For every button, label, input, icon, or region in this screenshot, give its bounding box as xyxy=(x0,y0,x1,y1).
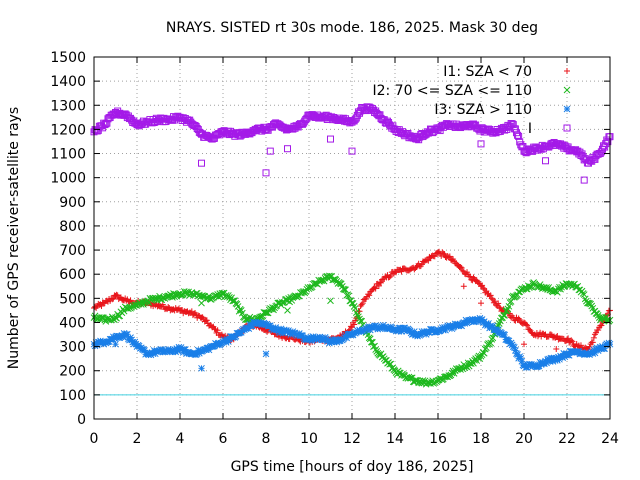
data-point xyxy=(262,169,270,177)
x-tick-label: 0 xyxy=(90,431,99,447)
y-tick-label: 1300 xyxy=(50,98,86,114)
data-point xyxy=(582,297,590,305)
x-tick-label: 4 xyxy=(176,431,185,447)
y-tick-label: 1000 xyxy=(50,171,86,187)
y-tick-label: 400 xyxy=(59,315,86,331)
data-point xyxy=(127,297,134,304)
y-tick-label: 1200 xyxy=(50,122,86,138)
data-point xyxy=(198,159,205,167)
data-points xyxy=(90,103,614,388)
data-point xyxy=(588,302,596,310)
data-point xyxy=(98,303,105,310)
data-point xyxy=(460,283,467,290)
y-tick-label: 300 xyxy=(59,340,86,356)
legend-marker xyxy=(563,86,571,94)
data-point xyxy=(347,323,354,330)
data-point xyxy=(375,282,382,289)
data-point xyxy=(371,284,378,291)
data-point xyxy=(398,268,405,275)
data-point xyxy=(198,364,205,372)
legend-label: I3: SZA > 110 xyxy=(434,102,532,118)
x-tick-label: 18 xyxy=(472,431,490,447)
y-tick-label: 0 xyxy=(77,412,86,428)
data-point xyxy=(431,253,438,260)
x-tick-label: 12 xyxy=(343,431,361,447)
y-tick-label: 900 xyxy=(59,195,86,211)
data-point xyxy=(358,301,365,308)
data-point xyxy=(516,288,524,296)
y-tick-label: 1400 xyxy=(50,74,86,90)
data-point xyxy=(441,251,448,258)
y-tick-label: 200 xyxy=(59,364,86,380)
x-tick-label: 14 xyxy=(386,431,404,447)
grid xyxy=(94,57,610,419)
x-tick-label: 16 xyxy=(429,431,447,447)
x-tick-label: 20 xyxy=(515,431,533,447)
series-2 xyxy=(90,314,614,371)
data-point xyxy=(379,276,386,283)
legend-marker xyxy=(563,105,571,113)
data-point xyxy=(327,135,334,143)
data-point xyxy=(605,339,613,347)
data-point xyxy=(372,285,379,292)
data-point xyxy=(207,322,214,329)
x-tick-labels: 0 2 4 6 8 10 12 14 16 18 20 22 24 xyxy=(90,431,619,447)
data-point xyxy=(387,272,394,279)
data-point xyxy=(185,310,192,317)
data-point xyxy=(199,314,206,321)
x-tick-label: 8 xyxy=(262,431,271,447)
legend-label: I2: 70 <= SZA <= 110 xyxy=(372,83,532,99)
y-axis-label: Number of GPS receiver-satellite rays xyxy=(6,107,22,369)
y-tick-label: 800 xyxy=(59,219,86,235)
data-point xyxy=(478,300,484,307)
chart-title: NRAYS. SISTED rt 30s mode. 186, 2025. Ma… xyxy=(166,20,538,36)
x-tick-label: 10 xyxy=(300,431,318,447)
data-point xyxy=(542,157,549,165)
legend-label: I1: SZA < 70 xyxy=(443,64,532,80)
data-point xyxy=(454,261,461,268)
y-tick-label: 600 xyxy=(59,267,86,283)
y-tick-label: 700 xyxy=(59,243,86,259)
data-point xyxy=(386,274,393,281)
y-tick-label: 100 xyxy=(59,388,86,404)
x-tick-label: 2 xyxy=(133,431,142,447)
data-point xyxy=(284,145,291,153)
y-tick-label: 1500 xyxy=(50,50,86,66)
x-tick-label: 22 xyxy=(558,431,576,447)
data-point xyxy=(262,350,270,358)
legend-marker xyxy=(564,68,570,74)
data-point xyxy=(218,331,225,338)
legend-label: I xyxy=(528,121,532,137)
data-point xyxy=(351,321,358,328)
data-point xyxy=(351,305,359,312)
y-tick-label: 1100 xyxy=(50,147,86,163)
y-tick-labels: 0 100 200 300 400 500 600 700 800 900 1000 1100 1200… xyxy=(50,50,86,428)
data-point xyxy=(446,253,453,260)
data-point xyxy=(203,317,210,324)
data-point xyxy=(113,291,120,298)
data-point xyxy=(109,296,116,303)
data-point xyxy=(366,292,373,299)
data-point xyxy=(165,304,172,311)
data-point xyxy=(284,307,291,314)
x-axis-label: GPS time [hours of doy 186, 2025] xyxy=(231,459,474,475)
data-point xyxy=(411,266,418,273)
x-tick-label: 24 xyxy=(601,431,619,447)
data-point xyxy=(378,279,385,286)
data-point xyxy=(235,307,243,315)
x-tick-label: 6 xyxy=(219,431,228,447)
data-point xyxy=(112,340,119,348)
data-point xyxy=(214,327,221,334)
data-point xyxy=(110,295,117,302)
y-tick-label: 500 xyxy=(59,291,86,307)
data-point xyxy=(357,303,364,310)
data-point xyxy=(198,299,205,307)
